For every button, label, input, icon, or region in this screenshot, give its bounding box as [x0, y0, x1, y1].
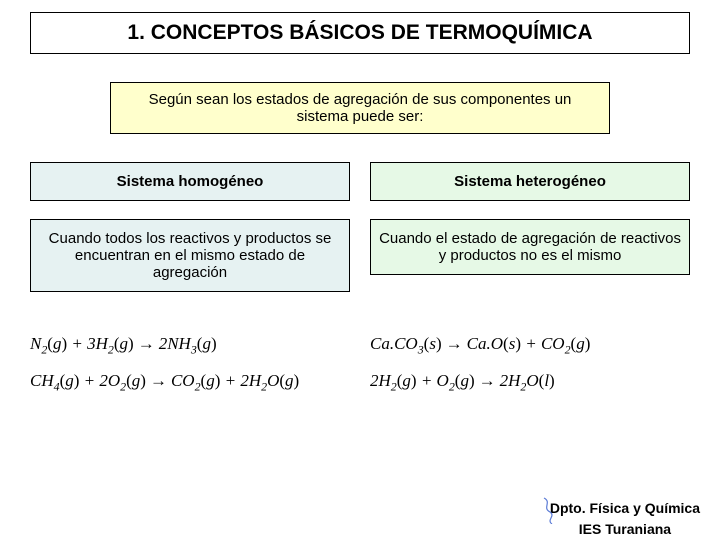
equation: CH4(g) + 2O2(g)→CO2(g) + 2H2O(g) [30, 371, 350, 394]
page-title: 1. CONCEPTOS BÁSICOS DE TERMOQUÍMICA [30, 12, 690, 54]
left-header: Sistema homogéneo [30, 162, 350, 201]
equations-row: N2(g) + 3H2(g)→2NH3(g) CH4(g) + 2O2(g)→C… [30, 320, 690, 409]
right-header: Sistema heterogéneo [370, 162, 690, 201]
footer-line1: Dpto. Física y Química [550, 498, 700, 519]
footer: Dpto. Física y Química IES Turaniana [550, 498, 700, 540]
equation: Ca.CO3(s)→Ca.O(s) + CO2(g) [370, 334, 690, 357]
system-columns: Sistema homogéneo Cuando todos los react… [30, 162, 690, 310]
equations-right: Ca.CO3(s)→Ca.O(s) + CO2(g) 2H2(g) + O2(g… [370, 320, 690, 409]
equation: 2H2(g) + O2(g)→2H2O(l) [370, 371, 690, 394]
footer-squiggle-icon [542, 496, 558, 524]
right-body: Cuando el estado de agregación de reacti… [370, 219, 690, 275]
right-column: Sistema heterogéneo Cuando el estado de … [370, 162, 690, 310]
equation: N2(g) + 3H2(g)→2NH3(g) [30, 334, 350, 357]
intro-text: Según sean los estados de agregación de … [110, 82, 610, 134]
left-body: Cuando todos los reactivos y productos s… [30, 219, 350, 292]
equations-left: N2(g) + 3H2(g)→2NH3(g) CH4(g) + 2O2(g)→C… [30, 320, 350, 409]
footer-line2: IES Turaniana [550, 519, 700, 540]
left-column: Sistema homogéneo Cuando todos los react… [30, 162, 350, 310]
